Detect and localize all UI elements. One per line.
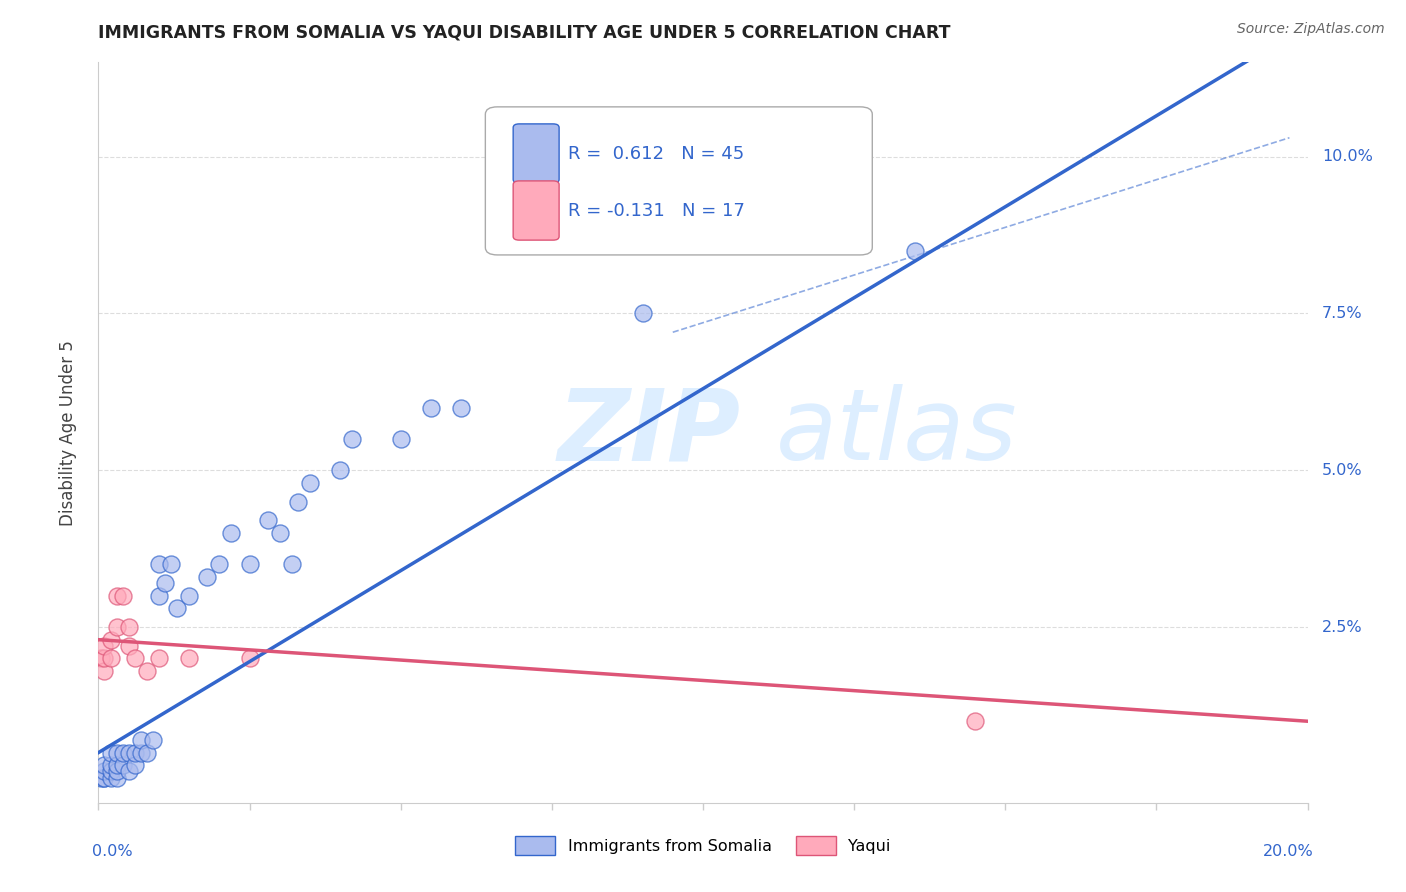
Point [105, 771, 128, 785]
Point [90, 771, 112, 785]
Text: ZIP: ZIP [558, 384, 741, 481]
Point [281, 558, 304, 572]
Point [93, 771, 115, 785]
Text: R = -0.131   N = 17: R = -0.131 N = 17 [568, 202, 744, 219]
Point [129, 733, 152, 747]
Point [93, 664, 115, 678]
Point [195, 570, 218, 584]
Point [118, 620, 141, 634]
Point [100, 758, 122, 772]
Point [105, 764, 128, 779]
Point [124, 746, 146, 760]
Point [100, 651, 122, 665]
Point [450, 401, 472, 415]
Point [135, 746, 157, 760]
Text: 10.0%: 10.0% [1322, 149, 1374, 164]
Point [904, 244, 927, 258]
Text: 20.0%: 20.0% [1263, 844, 1313, 858]
Point [124, 651, 146, 665]
Point [90, 651, 112, 665]
Point [208, 558, 231, 572]
Point [100, 764, 122, 779]
Point [100, 771, 122, 785]
Point [135, 664, 157, 678]
Point [105, 758, 128, 772]
Point [93, 758, 115, 772]
Point [118, 746, 141, 760]
Point [100, 746, 122, 760]
Text: 7.5%: 7.5% [1322, 306, 1362, 321]
Point [118, 639, 141, 653]
Point [239, 558, 262, 572]
Point [129, 746, 152, 760]
FancyBboxPatch shape [513, 181, 560, 240]
Point [256, 513, 278, 527]
Point [389, 432, 412, 446]
Point [118, 764, 141, 779]
Point [93, 764, 115, 779]
Point [111, 746, 134, 760]
Point [105, 620, 128, 634]
Point [148, 651, 170, 665]
Point [93, 639, 115, 653]
Point [299, 475, 322, 490]
Y-axis label: Disability Age Under 5: Disability Age Under 5 [59, 340, 77, 525]
Point [124, 758, 146, 772]
Point [420, 401, 443, 415]
Point [148, 589, 170, 603]
Text: atlas: atlas [776, 384, 1017, 481]
Point [269, 526, 291, 541]
Point [105, 589, 128, 603]
Point [166, 601, 188, 615]
Text: 0.0%: 0.0% [93, 844, 134, 858]
Point [342, 432, 364, 446]
Text: Source: ZipAtlas.com: Source: ZipAtlas.com [1237, 22, 1385, 37]
Point [111, 589, 134, 603]
Text: 5.0%: 5.0% [1322, 463, 1362, 478]
Point [93, 651, 115, 665]
Point [100, 632, 122, 647]
Point [631, 306, 654, 320]
Text: R =  0.612   N = 45: R = 0.612 N = 45 [568, 145, 744, 162]
Point [160, 558, 183, 572]
Text: IMMIGRANTS FROM SOMALIA VS YAQUI DISABILITY AGE UNDER 5 CORRELATION CHART: IMMIGRANTS FROM SOMALIA VS YAQUI DISABIL… [98, 23, 950, 41]
Point [239, 651, 262, 665]
Point [179, 589, 201, 603]
Point [179, 651, 201, 665]
Legend: Immigrants from Somalia, Yaqui: Immigrants from Somalia, Yaqui [509, 830, 897, 862]
Point [111, 758, 134, 772]
Point [221, 526, 243, 541]
Point [148, 558, 170, 572]
Text: 2.5%: 2.5% [1322, 620, 1362, 634]
FancyBboxPatch shape [513, 124, 560, 183]
Point [105, 746, 128, 760]
Point [329, 463, 352, 477]
Point [965, 714, 987, 729]
Point [142, 733, 165, 747]
Point [287, 494, 309, 508]
FancyBboxPatch shape [485, 107, 872, 255]
Point [153, 576, 176, 591]
Point [93, 771, 115, 785]
